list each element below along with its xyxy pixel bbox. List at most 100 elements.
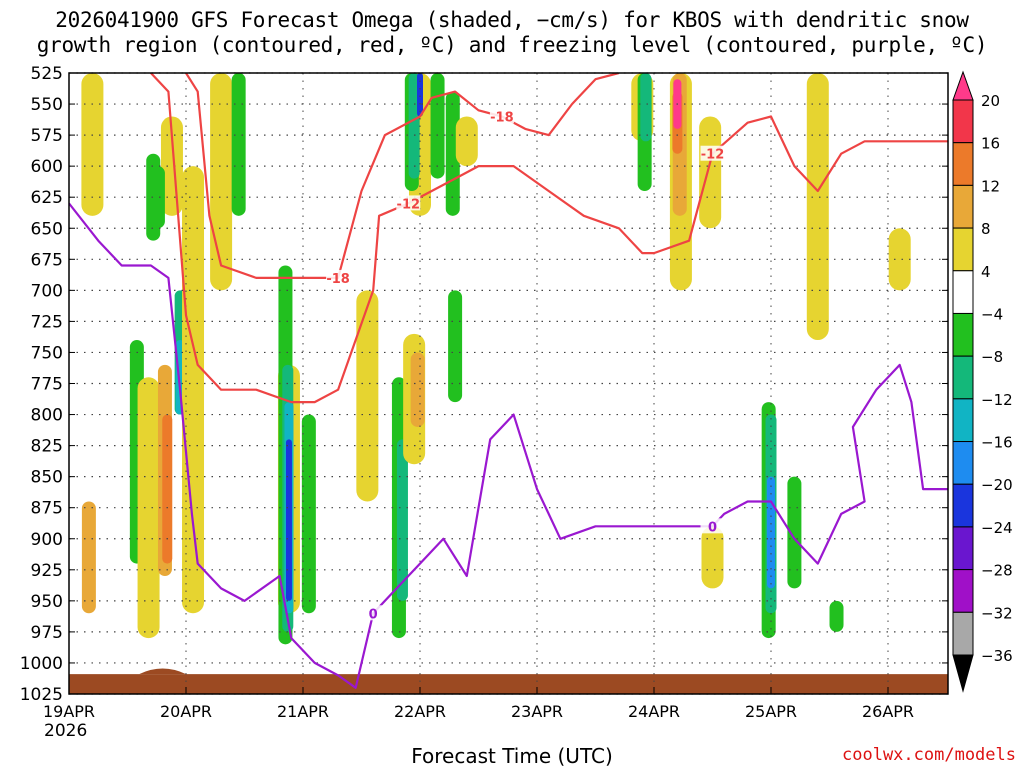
y-tick-label: 850 — [31, 468, 63, 488]
y-tick-label: 825 — [31, 437, 63, 457]
omega-blob — [150, 166, 165, 229]
colorbar-bottom-arrow — [952, 654, 974, 693]
colorbar-box — [952, 142, 974, 186]
colorbar-label: 20 — [981, 92, 1000, 110]
colorbar-label: 8 — [981, 220, 991, 238]
y-tick-label: 800 — [31, 406, 63, 426]
omega-blob — [182, 166, 205, 614]
omega-blob — [210, 73, 233, 291]
omega-blob — [231, 73, 246, 216]
y-tick-label: 550 — [31, 95, 63, 115]
colorbar-label: −28 — [981, 562, 1013, 580]
omega-blob — [285, 439, 292, 601]
colorbar-top-arrow — [952, 70, 974, 101]
omega-blob — [396, 439, 408, 601]
dgz-contour-label: -12 — [397, 197, 421, 212]
omega-blob — [162, 414, 173, 564]
omega-blob — [408, 73, 420, 179]
omega-blob — [701, 526, 724, 589]
y-tick-label: 600 — [31, 157, 63, 177]
dgz-contour — [185, 73, 620, 279]
dgz-contour-label: -18 — [326, 272, 350, 287]
colorbar-label: −4 — [981, 305, 1003, 323]
colorbar-label: 16 — [981, 135, 1000, 153]
omega-blob — [787, 476, 802, 589]
omega-blob — [160, 116, 183, 216]
colorbar-box — [952, 184, 974, 229]
omega-blob — [640, 73, 652, 142]
y-tick-label: 900 — [31, 530, 63, 550]
omega-blob — [455, 116, 478, 167]
freezing-level-contour-label-bg — [700, 518, 725, 534]
colorbar-box — [952, 569, 974, 613]
omega-blob — [699, 116, 722, 229]
chart-title-line-1: 2026041900 GFS Forecast Omega (shaded, −… — [55, 8, 969, 32]
colorbar-box — [952, 312, 974, 357]
y-tick-label: 975 — [31, 623, 63, 643]
y-tick-label: 925 — [31, 561, 63, 581]
colorbar-box — [952, 99, 974, 144]
x-tick-label: 26APR — [862, 702, 914, 721]
x-tick-label: 24APR — [628, 702, 680, 721]
omega-blob — [829, 600, 844, 632]
y-tick-label: 1025 — [20, 685, 63, 705]
freezing-level-contour-label: 0 — [708, 520, 717, 535]
credit-link[interactable]: coolwx.com/models — [842, 745, 1016, 765]
colorbar-box — [952, 611, 974, 656]
dgz-contour-label-bg — [396, 195, 421, 211]
colorbar-label: −24 — [981, 519, 1013, 537]
y-tick-label: 650 — [31, 219, 63, 239]
colorbar-box — [952, 526, 974, 571]
omega-blob — [356, 290, 379, 502]
omega-blob — [417, 73, 423, 117]
omega-blob — [410, 352, 425, 427]
axes-layer: 525 550 575 600 625 650 675 700 725 750 775 800 825 8… — [20, 64, 949, 721]
omega-blob — [806, 73, 829, 341]
surface-terrain — [69, 674, 948, 694]
dgz-contour-label-bg — [489, 108, 514, 124]
x-tick-label: 23APR — [511, 702, 563, 721]
omega-blob — [137, 377, 160, 639]
colorbar-box — [952, 355, 974, 400]
freezing-level-contour-label-bg — [361, 605, 386, 621]
x-tick-label: 20APR — [160, 702, 212, 721]
colorbar-label: −32 — [981, 604, 1013, 622]
colorbar-box — [952, 483, 974, 528]
x-tick-label: 25APR — [745, 702, 797, 721]
omega-blob — [81, 73, 104, 216]
freezing-level-contour-label: 0 — [369, 607, 378, 622]
y-tick-label: 675 — [31, 250, 63, 270]
omega-blob — [445, 91, 460, 216]
colorbar-label: −16 — [981, 434, 1013, 452]
x-axis-year-label: 2026 — [44, 721, 88, 741]
colorbar-label: −20 — [981, 476, 1013, 494]
colorbar-label: −36 — [981, 647, 1013, 665]
colorbar: 20 16 12 8 4 −4 −8 −12 −16 −20 −24 −28 −32 −36 — [952, 70, 1013, 693]
omega-blob — [430, 73, 445, 179]
omega-blob — [888, 228, 911, 291]
y-tick-label: 875 — [31, 499, 63, 519]
x-tick-label: 21APR — [277, 702, 329, 721]
colorbar-box — [952, 441, 974, 485]
colorbar-label: −8 — [981, 348, 1003, 366]
y-tick-label: 725 — [31, 312, 63, 332]
colorbar-label: −12 — [981, 391, 1013, 409]
dgz-contour-label-bg — [700, 145, 725, 161]
dgz-contour — [150, 73, 948, 404]
omega-blob — [81, 501, 96, 614]
y-tick-label: 750 — [31, 343, 63, 363]
x-axis-title: Forecast Time (UTC) — [411, 744, 613, 768]
y-tick-label: 525 — [31, 64, 63, 84]
freezing-level-contour — [69, 202, 948, 689]
x-tick-label: 19APR — [43, 702, 95, 721]
surface-terrain-bump — [139, 668, 186, 675]
contour-layer: -12 -12 -18 -18 0 0 — [69, 73, 948, 689]
colorbar-box — [952, 398, 974, 443]
dgz-contour-label-bg — [326, 269, 351, 285]
grid-layer — [69, 72, 948, 695]
omega-blob — [301, 414, 316, 614]
colorbar-label: 4 — [981, 263, 991, 281]
dgz-contour-label: -12 — [701, 148, 725, 163]
omega-shading-layer — [69, 73, 948, 694]
